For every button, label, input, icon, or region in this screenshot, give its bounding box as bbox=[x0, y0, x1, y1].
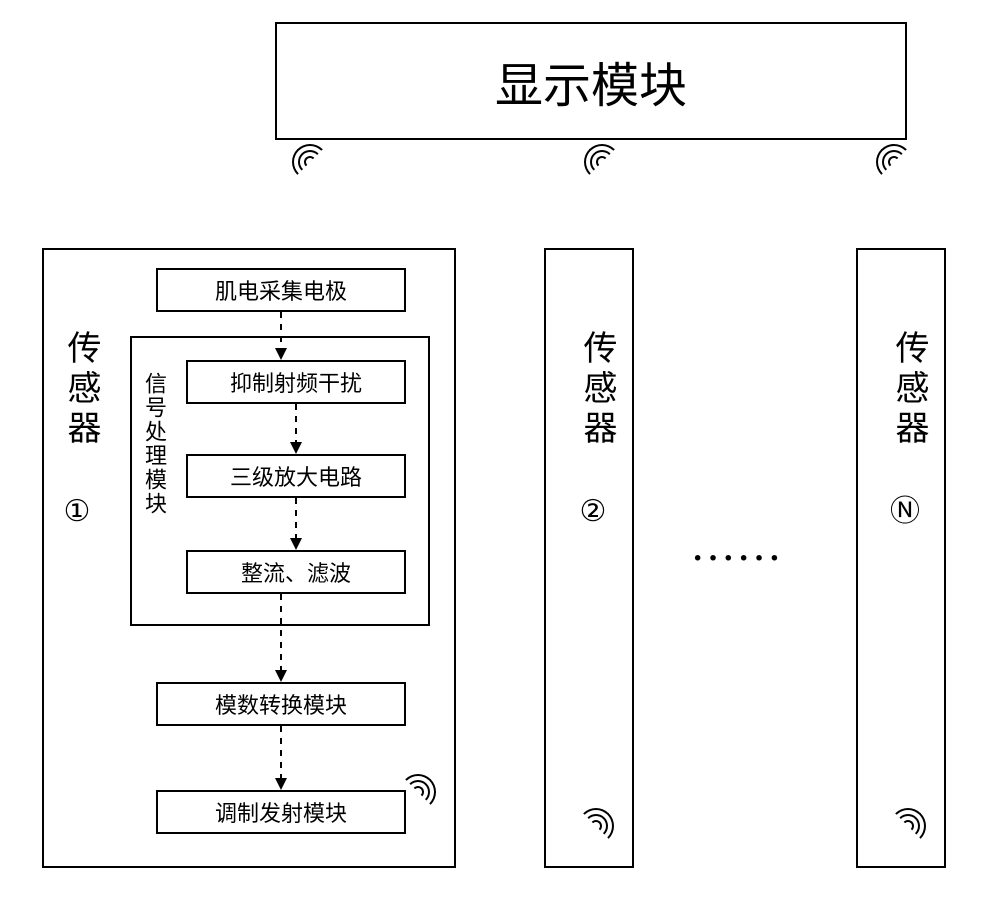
wifi-icon bbox=[888, 806, 928, 846]
sensor-number-icon: ① bbox=[64, 497, 97, 527]
sensor-label-text: 传感器 bbox=[62, 330, 99, 450]
sensor-label-text: 传感器 bbox=[578, 330, 615, 450]
sensor-1-label: 传感器 ① bbox=[56, 330, 105, 527]
rf-suppress-label: 抑制射频干扰 bbox=[230, 366, 362, 398]
arrow-line bbox=[295, 498, 297, 538]
arrowhead-icon bbox=[275, 778, 287, 790]
arrow-line bbox=[280, 726, 282, 778]
sensor-n-label: 传感器 Ⓝ bbox=[884, 330, 933, 527]
signal-processing-module-label: 信号处理模块 bbox=[138, 372, 170, 516]
sensor-number-icon: Ⓝ bbox=[890, 497, 926, 527]
wifi-icon bbox=[582, 142, 622, 182]
wifi-icon bbox=[874, 142, 914, 182]
sensor-number-icon: ② bbox=[580, 497, 613, 527]
wifi-icon bbox=[576, 806, 616, 846]
display-module-box: 显示模块 bbox=[275, 22, 907, 140]
ellipsis: ······ bbox=[692, 540, 784, 578]
display-module-label: 显示模块 bbox=[495, 46, 687, 116]
arrow-line bbox=[280, 594, 282, 670]
arrowhead-icon bbox=[275, 670, 287, 682]
arrow-line bbox=[295, 404, 297, 442]
adc-block: 模数转换模块 bbox=[156, 682, 406, 726]
arrowhead-icon bbox=[290, 442, 302, 454]
adc-label: 模数转换模块 bbox=[215, 688, 347, 720]
wifi-icon bbox=[290, 142, 330, 182]
arrowhead-icon bbox=[275, 348, 287, 360]
rect-filter-block: 整流、滤波 bbox=[186, 550, 406, 594]
sensor-label-text: 传感器 bbox=[890, 330, 927, 450]
rect-filter-label: 整流、滤波 bbox=[241, 556, 351, 588]
tx-block: 调制发射模块 bbox=[156, 790, 406, 834]
amplifier-label: 三级放大电路 bbox=[230, 460, 362, 492]
arrowhead-icon bbox=[290, 538, 302, 550]
wifi-icon bbox=[398, 772, 438, 812]
amplifier-block: 三级放大电路 bbox=[186, 454, 406, 498]
electrode-label: 肌电采集电极 bbox=[215, 274, 347, 306]
electrode-block: 肌电采集电极 bbox=[156, 268, 406, 312]
sensor-2-label: 传感器 ② bbox=[572, 330, 621, 527]
arrow-line bbox=[280, 312, 282, 348]
tx-label: 调制发射模块 bbox=[215, 796, 347, 828]
rf-suppress-block: 抑制射频干扰 bbox=[186, 360, 406, 404]
